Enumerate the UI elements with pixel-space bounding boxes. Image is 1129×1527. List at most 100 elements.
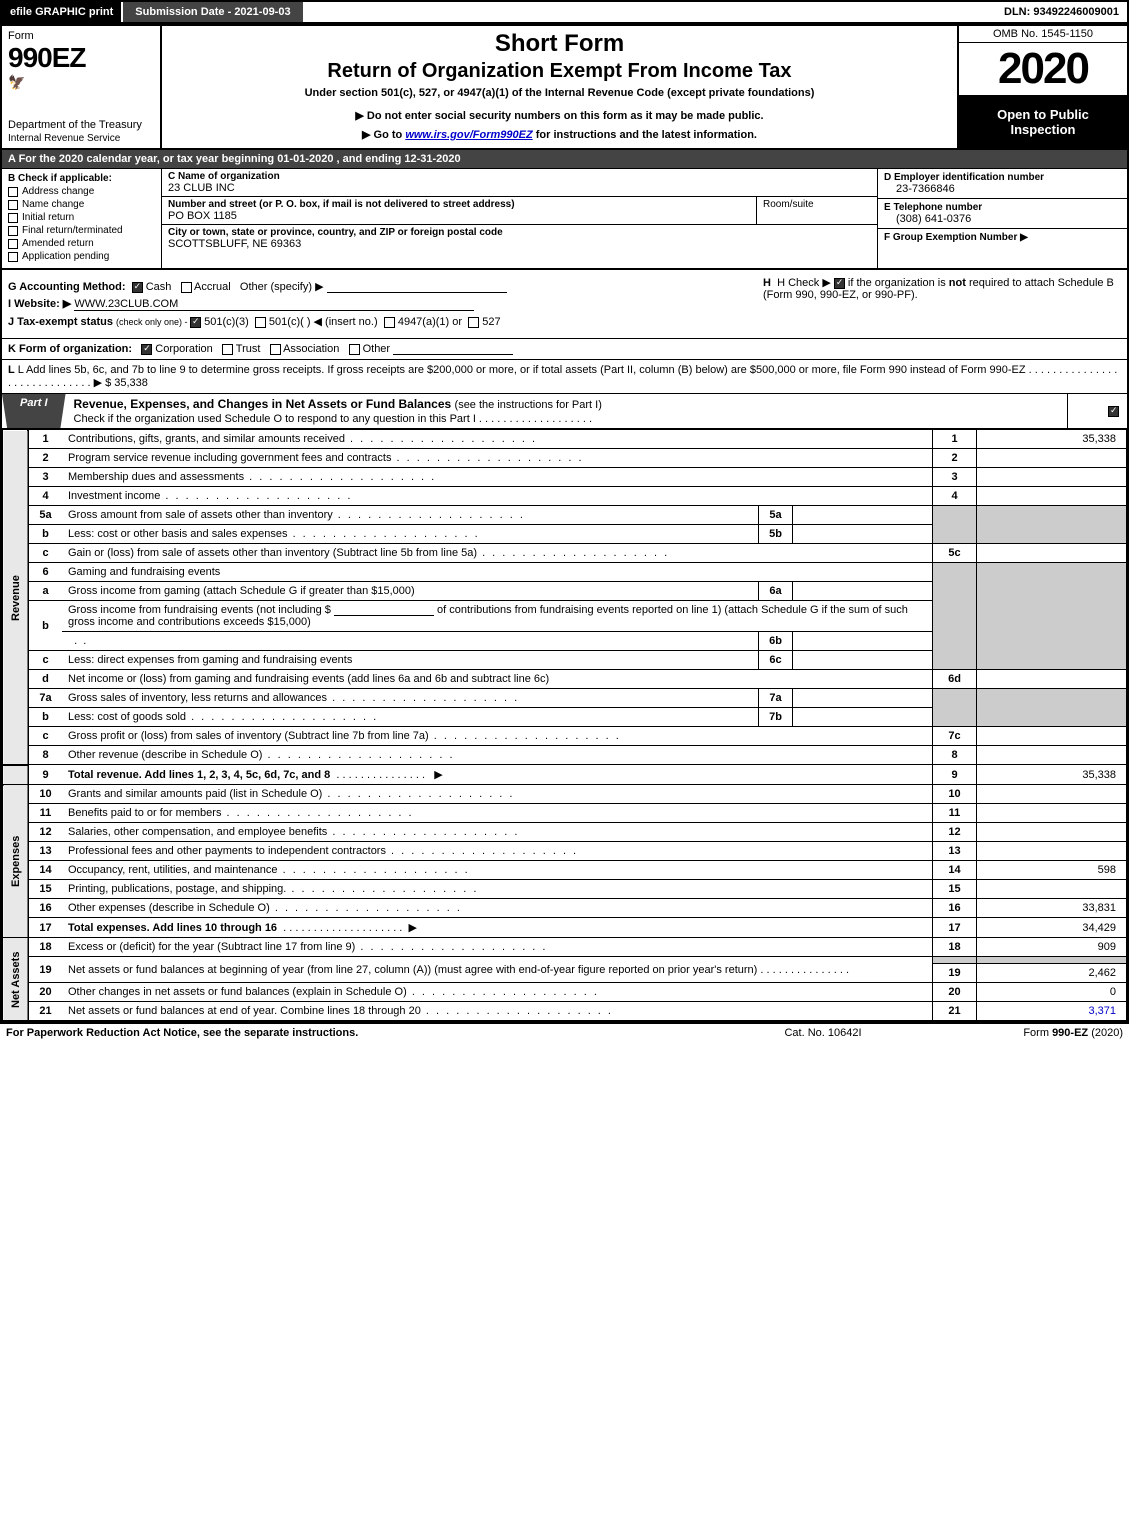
chk-other-org[interactable]: [349, 344, 360, 355]
line-12-no: 12: [28, 823, 62, 842]
line-5b-minival: [793, 525, 933, 544]
page-footer: For Paperwork Reduction Act Notice, see …: [0, 1023, 1129, 1042]
chk-name-change[interactable]: Name change: [8, 199, 155, 210]
line-6c-no: c: [28, 651, 62, 670]
line-19-colno: 19: [933, 964, 977, 983]
line-9-colno: 9: [933, 765, 977, 785]
tax-exempt-status: J Tax-exempt status (check only one) - 5…: [8, 315, 751, 328]
line-20-val: 0: [977, 983, 1127, 1002]
line-6-desc: Gaming and fundraising events: [62, 563, 933, 582]
chk-4947[interactable]: [384, 317, 395, 328]
part-1-tab: Part I: [2, 394, 66, 428]
line-7a-mini: 7a: [759, 689, 793, 708]
chk-501c3[interactable]: [190, 317, 201, 328]
grey-7-val: [977, 689, 1127, 727]
goto-pre: ▶ Go to: [362, 129, 405, 141]
line-12-desc: Salaries, other compensation, and employ…: [62, 823, 933, 842]
grey-19a: [933, 957, 977, 964]
goto-post: for instructions and the latest informat…: [536, 129, 757, 141]
row-l-gross-receipts: L L Add lines 5b, 6c, and 7b to line 9 t…: [2, 360, 1127, 394]
line-6a-mini: 6a: [759, 582, 793, 601]
goto-line: ▶ Go to www.irs.gov/Form990EZ for instru…: [170, 128, 949, 141]
line-18-colno: 18: [933, 938, 977, 957]
chk-accrual[interactable]: [181, 282, 192, 293]
line-5a-no: 5a: [28, 506, 62, 525]
line-8-desc: Other revenue (describe in Schedule O): [62, 746, 933, 765]
line-15-no: 15: [28, 880, 62, 899]
efile-print-button[interactable]: efile GRAPHIC print: [2, 2, 121, 22]
line-19-val: 2,462: [977, 964, 1127, 983]
chk-cash[interactable]: [132, 282, 143, 293]
chk-association[interactable]: [270, 344, 281, 355]
tel-label: E Telephone number: [884, 202, 1121, 213]
website-value: WWW.23CLUB.COM: [74, 298, 474, 311]
tax-year: 2020: [959, 43, 1127, 96]
revenue-side-label: Revenue: [3, 430, 29, 765]
line-6b-no: b: [28, 601, 62, 651]
chk-527[interactable]: [468, 317, 479, 328]
line-5c-colno: 5c: [933, 544, 977, 563]
street-value: PO BOX 1185: [168, 210, 750, 222]
line-10-desc: Grants and similar amounts paid (list in…: [62, 785, 933, 804]
chk-schedule-b-not-required[interactable]: [834, 278, 845, 289]
line-16-val: 33,831: [977, 899, 1127, 918]
tel-value: (308) 641-0376: [884, 213, 1121, 225]
netassets-side-label: Net Assets: [3, 938, 29, 1021]
line-2-no: 2: [28, 449, 62, 468]
line-17-desc: Total expenses. Add lines 10 through 16 …: [62, 918, 933, 938]
irs-link[interactable]: www.irs.gov/Form990EZ: [405, 129, 532, 141]
chk-501c[interactable]: [255, 317, 266, 328]
irs-label: Internal Revenue Service: [8, 133, 154, 144]
revenue-side-bottom: [3, 765, 29, 785]
line-15-colno: 15: [933, 880, 977, 899]
org-name: 23 CLUB INC: [168, 182, 871, 194]
line-14-no: 14: [28, 861, 62, 880]
line-6d-colno: 6d: [933, 670, 977, 689]
paperwork-notice: For Paperwork Reduction Act Notice, see …: [6, 1027, 723, 1039]
line-13-val: [977, 842, 1127, 861]
grey-5ab-val: [977, 506, 1127, 544]
col-d-right: D Employer identification number 23-7366…: [877, 169, 1127, 268]
line-19-desc: Net assets or fund balances at beginning…: [62, 957, 933, 983]
part-1-title: Revenue, Expenses, and Changes in Net As…: [66, 394, 1067, 428]
line-6c-minival: [793, 651, 933, 670]
chk-final-return[interactable]: Final return/terminated: [8, 225, 155, 236]
line-4-colno: 4: [933, 487, 977, 506]
line-16-desc: Other expenses (describe in Schedule O): [62, 899, 933, 918]
line-7c-val: [977, 727, 1127, 746]
line-5b-mini: 5b: [759, 525, 793, 544]
line-21-val: 3,371: [977, 1002, 1127, 1021]
part-1-schedule-o-check[interactable]: [1067, 394, 1127, 428]
department-label: Department of the Treasury: [8, 119, 154, 131]
submission-date: Submission Date - 2021-09-03: [121, 2, 302, 22]
line-20-no: 20: [28, 983, 62, 1002]
ein-label: D Employer identification number: [884, 172, 1121, 183]
chk-corporation[interactable]: [141, 344, 152, 355]
return-title: Return of Organization Exempt From Incom…: [170, 60, 949, 83]
chk-application-pending[interactable]: Application pending: [8, 251, 155, 262]
header-right: OMB No. 1545-1150 2020 Open to Public In…: [957, 26, 1127, 148]
chk-amended-return[interactable]: Amended return: [8, 238, 155, 249]
line-4-no: 4: [28, 487, 62, 506]
line-8-no: 8: [28, 746, 62, 765]
line-7b-minival: [793, 708, 933, 727]
line-3-val: [977, 468, 1127, 487]
line-15-val: [977, 880, 1127, 899]
line-5b-desc: Less: cost or other basis and sales expe…: [62, 525, 759, 544]
city-label: City or town, state or province, country…: [168, 227, 871, 238]
line-5c-no: c: [28, 544, 62, 563]
line-5a-desc: Gross amount from sale of assets other t…: [62, 506, 759, 525]
line-6c-mini: 6c: [759, 651, 793, 670]
line-10-no: 10: [28, 785, 62, 804]
line-14-val: 598: [977, 861, 1127, 880]
chk-address-change[interactable]: Address change: [8, 186, 155, 197]
line-2-val: [977, 449, 1127, 468]
chk-trust[interactable]: [222, 344, 233, 355]
room-suite-label: Room/suite: [757, 197, 877, 224]
part-1-header: Part I Revenue, Expenses, and Changes in…: [2, 394, 1127, 429]
chk-initial-return[interactable]: Initial return: [8, 212, 155, 223]
line-5c-val: [977, 544, 1127, 563]
line-6c-desc: Less: direct expenses from gaming and fu…: [62, 651, 759, 670]
line-3-desc: Membership dues and assessments: [62, 468, 933, 487]
line-14-colno: 14: [933, 861, 977, 880]
